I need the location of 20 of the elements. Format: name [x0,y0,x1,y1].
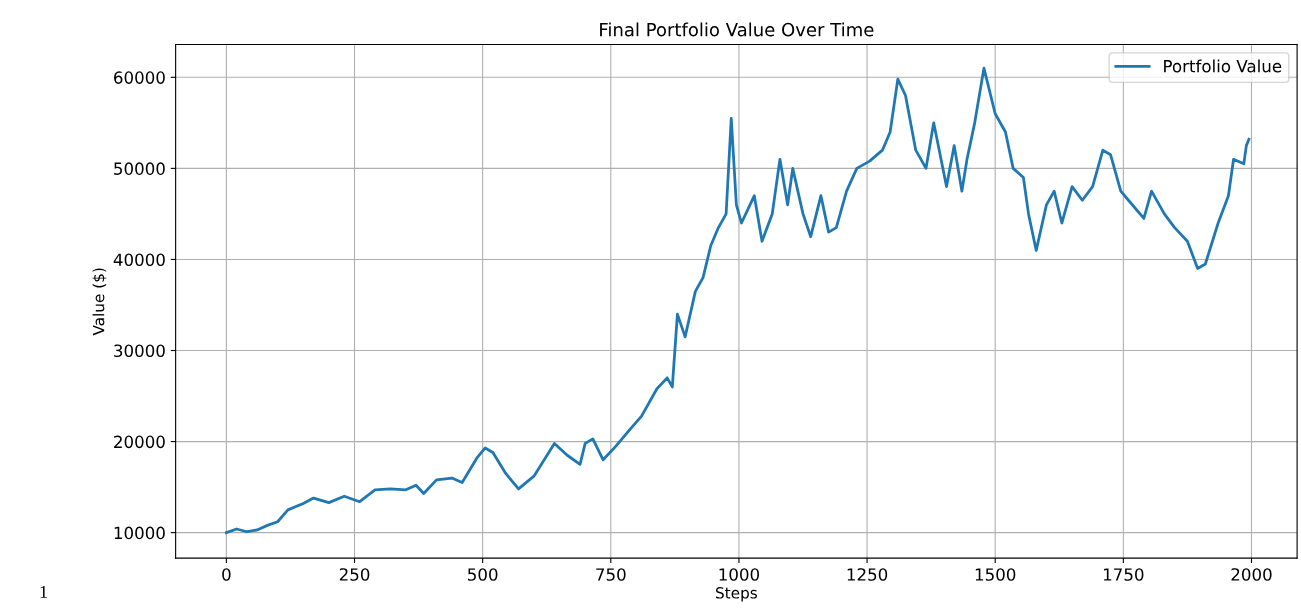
x-tick-label: 1750 [1103,568,1144,581]
x-tick-label: 2000 [1231,568,1272,581]
x-tick-label: 750 [596,568,626,581]
x-tick-label: 500 [468,568,498,581]
x-tick-label: 0 [222,568,231,581]
x-tick-label: 1500 [975,568,1016,581]
y-tick-label: 20000 [114,435,165,449]
y-tick-label: 40000 [113,253,165,267]
x-tick-label: 250 [339,568,370,581]
legend-label: Portfolio Value [1164,59,1282,73]
y-tick-label: 60000 [114,71,165,84]
x-tick-label: 1250 [847,568,888,581]
y-axis-title: Value ($) [92,268,107,336]
chart-title: Final Portfolio Value Over Time [600,22,874,37]
y-tick-label: 10000 [114,526,165,540]
y-tick-label: 50000 [114,162,165,175]
x-axis-title: Steps [716,587,757,602]
x-tick-label: 1000 [719,568,760,581]
text: 1 [40,585,47,598]
y-tick-label: 30000 [114,344,165,358]
